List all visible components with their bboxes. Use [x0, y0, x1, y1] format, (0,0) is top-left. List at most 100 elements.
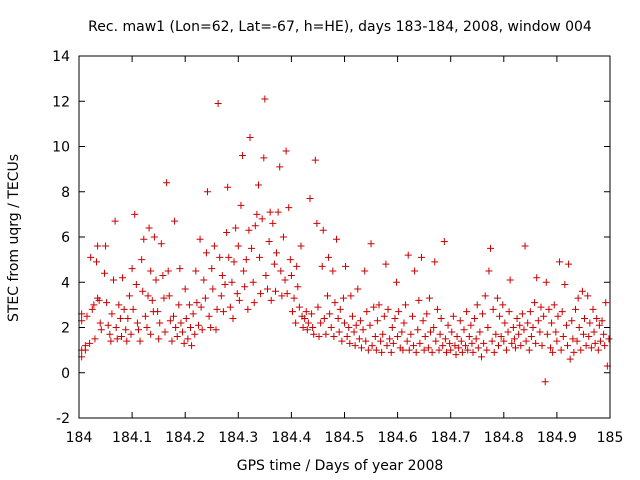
data-point — [90, 301, 98, 309]
data-point — [285, 204, 293, 212]
data-point — [102, 242, 110, 250]
y-tick-label: 14 — [52, 49, 70, 65]
data-point — [472, 335, 480, 343]
data-point — [160, 294, 168, 302]
data-point — [372, 346, 380, 354]
data-point — [94, 242, 102, 250]
data-point — [212, 326, 220, 334]
x-tick-label: 184.9 — [537, 430, 577, 446]
data-point — [230, 258, 238, 266]
data-point — [509, 324, 517, 331]
data-point — [319, 226, 327, 234]
data-point — [359, 326, 367, 334]
data-point — [88, 305, 96, 313]
data-point — [322, 330, 330, 338]
data-point — [83, 312, 91, 320]
data-point — [233, 290, 241, 298]
data-point — [444, 321, 452, 329]
data-point — [598, 317, 606, 325]
data-point — [399, 346, 407, 354]
data-point — [256, 253, 264, 261]
data-point — [398, 328, 406, 336]
data-point — [303, 326, 311, 334]
data-point — [218, 271, 226, 279]
data-point — [464, 346, 472, 354]
data-point — [484, 324, 492, 331]
data-point — [310, 330, 318, 338]
data-point — [515, 330, 523, 338]
data-point — [279, 233, 287, 241]
data-point — [439, 342, 447, 350]
data-point — [175, 301, 183, 309]
data-point — [168, 337, 176, 345]
data-point — [286, 256, 294, 264]
data-point — [242, 256, 250, 264]
data-point — [442, 348, 450, 356]
data-point — [448, 328, 456, 336]
data-point — [497, 333, 505, 341]
data-point — [479, 310, 487, 318]
data-point — [184, 335, 192, 343]
data-point — [133, 319, 141, 327]
data-point — [327, 324, 335, 331]
data-point — [166, 317, 174, 325]
data-point — [533, 274, 541, 282]
data-point — [384, 305, 392, 313]
data-point — [474, 344, 482, 352]
data-point — [187, 324, 195, 331]
data-point — [276, 163, 284, 171]
data-point — [132, 281, 140, 289]
data-point — [93, 258, 101, 266]
data-point — [309, 324, 317, 331]
data-point — [355, 335, 363, 343]
data-point — [540, 312, 548, 320]
data-point — [522, 337, 530, 345]
data-point — [204, 188, 212, 196]
data-point — [96, 319, 104, 327]
data-point — [419, 317, 427, 325]
data-point — [185, 301, 193, 309]
data-point — [593, 314, 601, 322]
data-point — [287, 271, 295, 279]
data-point — [257, 290, 265, 298]
data-point — [104, 321, 112, 329]
data-point — [318, 262, 326, 270]
data-point — [270, 260, 278, 268]
data-point — [480, 339, 488, 347]
data-point — [241, 283, 249, 291]
data-point — [370, 303, 378, 311]
data-point — [468, 339, 476, 347]
data-point — [501, 319, 509, 327]
x-tick-label: 185 — [597, 430, 624, 446]
data-point — [120, 305, 128, 313]
data-point — [127, 330, 135, 338]
data-point — [605, 335, 613, 343]
data-point — [260, 154, 268, 162]
data-point — [304, 319, 312, 327]
data-point — [103, 299, 111, 307]
x-tick-label: 184.7 — [431, 430, 471, 446]
data-point — [216, 253, 224, 261]
data-point — [534, 317, 542, 325]
data-point — [229, 314, 237, 322]
x-tick-label: 184.5 — [324, 430, 364, 446]
data-point — [453, 333, 461, 341]
data-point — [433, 305, 441, 313]
data-point — [251, 222, 259, 230]
data-point — [417, 253, 425, 261]
data-point — [457, 337, 465, 345]
data-point — [380, 312, 388, 320]
y-axis-label: STEC from uqrg / TECUs — [6, 154, 22, 322]
data-point — [271, 287, 279, 295]
data-point — [407, 330, 415, 338]
y-tick-label: -2 — [56, 411, 70, 427]
data-point — [179, 328, 187, 336]
data-point — [293, 262, 301, 270]
data-point — [341, 319, 348, 327]
data-point — [487, 244, 495, 252]
data-point — [499, 301, 507, 309]
data-point — [282, 147, 290, 155]
data-point — [201, 294, 209, 302]
data-point — [412, 348, 420, 356]
data-point — [408, 312, 416, 320]
